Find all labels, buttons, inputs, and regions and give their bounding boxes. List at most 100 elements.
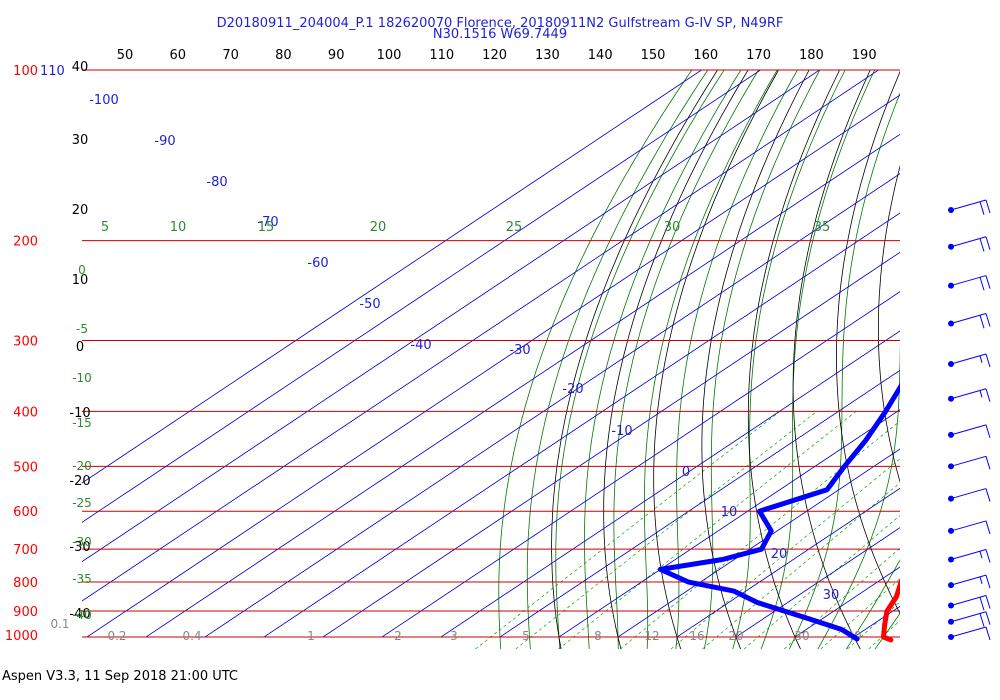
mixing-ratio-line — [670, 458, 900, 650]
left-temp-label: 0 — [76, 340, 84, 355]
footer-text: Aspen V3.3, 11 Sep 2018 21:00 UTC — [2, 669, 239, 684]
pressure-tick-label: 600 — [13, 505, 38, 520]
dry-adiabat-line — [958, 70, 1000, 649]
wind-barb-flag — [985, 488, 991, 502]
theta-tick-label: 110 — [429, 48, 454, 63]
moist-adiabat-line — [498, 70, 693, 650]
left-temp-label: 20 — [72, 203, 89, 218]
mixing-ratio-tick-label: 8 — [594, 629, 602, 643]
moist-adiabat-line — [789, 92, 900, 650]
wind-barb — [948, 595, 991, 611]
mixing-ratio-line — [784, 547, 900, 650]
moist-adiabat-line — [613, 70, 759, 649]
moist-adiabat-line — [675, 70, 798, 650]
mixing-ratio-tick-label: 2 — [394, 629, 402, 643]
dewpoint-profile-line — [657, 382, 900, 642]
wind-barb-half-flag — [979, 390, 983, 398]
wind-barb — [948, 549, 991, 563]
dry-adiabat-line — [653, 70, 779, 650]
theta-tick-label: 190 — [852, 48, 877, 63]
mixing-ratio-tick-label: 5 — [522, 629, 530, 643]
wind-barb-flag — [985, 313, 991, 327]
moist-adiabat-tick-label: 5 — [101, 220, 109, 235]
mixing-ratio-line — [847, 601, 900, 650]
wind-barb-flag — [985, 236, 991, 250]
moist-adiabat-tick-label: 10 — [170, 220, 187, 235]
left-temp-label: 40 — [72, 60, 89, 75]
wind-barb-flag — [985, 520, 991, 535]
isotherm-tick-label: -100 — [89, 93, 119, 108]
theta-tick-label: 170 — [746, 48, 771, 63]
wind-barb-flag — [985, 388, 991, 402]
moist-adiabat-side-label: -40 — [72, 608, 92, 622]
left-temp-label: -40 — [69, 607, 90, 622]
wind-barb-flag — [979, 315, 985, 329]
moist-adiabat-line — [555, 70, 725, 650]
moist-adiabat-lines — [498, 70, 900, 650]
isotherm-line — [263, 212, 900, 638]
moist-adiabat-side-label: -25 — [72, 496, 92, 510]
isotherm-line — [82, 70, 879, 602]
isotherm-line — [440, 330, 900, 638]
mixing-ratio-tick-label: 30 — [794, 629, 809, 643]
chart-subtitle: N30.1516 W69.7449 — [432, 27, 568, 42]
wind-barb-flag — [979, 201, 985, 215]
mixing-ratio-line — [558, 411, 857, 650]
mixing-ratio-tick-label: 12 — [644, 629, 659, 643]
isotherm-line — [381, 291, 900, 638]
mixing-ratio-line — [820, 578, 900, 650]
mixing-ratio-line — [515, 411, 818, 650]
moist-adiabat-tick-label: 15 — [258, 220, 275, 235]
moist-adiabat-tick-label: 25 — [506, 220, 523, 235]
wind-barb-staff — [950, 520, 987, 532]
wind-barb — [948, 424, 991, 438]
wind-barb — [948, 455, 991, 470]
mixing-ratio-tick-label: 3 — [450, 629, 458, 643]
wind-barb — [948, 574, 991, 589]
isotherm-tick-label: -90 — [154, 134, 175, 149]
wind-barb-staff — [950, 626, 987, 638]
left-temp-label: 30 — [72, 133, 89, 148]
mixing-ratio-tick-label: 16 — [689, 629, 704, 643]
isotherm-line — [322, 251, 900, 638]
isotherm-line — [204, 173, 900, 638]
isotherm-tick-label: -70 — [257, 215, 278, 230]
wind-barb-half-flag — [979, 355, 983, 363]
moist-adiabat-line — [526, 70, 709, 650]
wind-barb — [948, 488, 991, 502]
dry-adiabat-line — [878, 164, 900, 484]
dry-adiabat-line — [836, 70, 900, 615]
wind-barb-flag — [985, 424, 991, 438]
moist-adiabat-tick-label: 20 — [370, 220, 387, 235]
isotherm-tick-label: 10 — [721, 505, 738, 520]
isotherm-line — [735, 527, 900, 638]
wind-barb-half-flag — [979, 576, 983, 584]
isotherm-lines — [82, 70, 900, 638]
isotherm-tick-label: -30 — [509, 343, 530, 358]
wind-barb — [948, 520, 991, 535]
wind-barb-flag — [985, 353, 991, 368]
wind-barb — [948, 275, 991, 291]
mixing-ratio-line — [937, 411, 1000, 649]
left-temp-label: -20 — [69, 474, 90, 489]
isotherm-line — [676, 487, 900, 638]
pressure-tick-label: 1000 — [5, 629, 38, 644]
isotherm-tick-label: 0 — [682, 465, 690, 480]
wind-barb — [948, 313, 991, 329]
isotherm-line — [499, 369, 900, 638]
isotherm-tick-label: -80 — [206, 175, 227, 190]
isotherm-tick-label: 30 — [823, 588, 840, 603]
isotherm-line — [82, 70, 820, 563]
wind-barb-flag — [979, 597, 985, 611]
left-temp-label: 10 — [72, 273, 89, 288]
wind-barb — [948, 388, 991, 402]
wind-barb-flag — [985, 549, 991, 563]
pressure-tick-label: 200 — [13, 235, 38, 250]
wind-barb-staff — [950, 488, 987, 500]
moist-adiabat-side-label: -15 — [72, 416, 92, 430]
dry-adiabat-line — [792, 70, 871, 650]
moist-adiabat-side-label: -35 — [72, 572, 92, 586]
isotherm-tick-label: -60 — [307, 256, 328, 271]
wind-barb — [948, 236, 991, 252]
